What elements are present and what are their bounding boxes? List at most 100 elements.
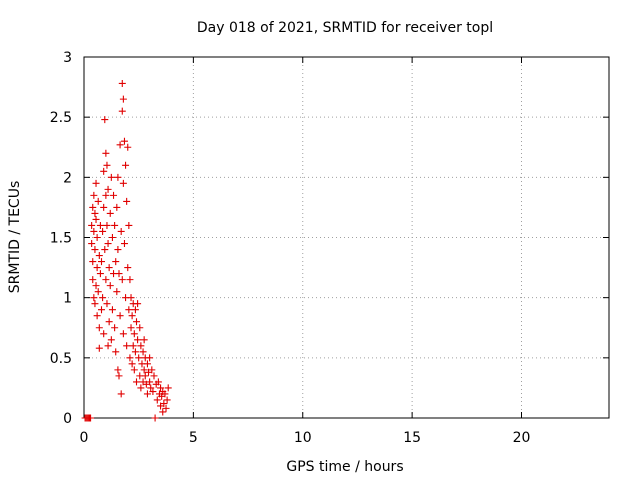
data-point <box>99 227 107 235</box>
data-point <box>140 336 148 344</box>
y-tick-label: 0.5 <box>50 351 72 367</box>
data-point <box>105 318 113 326</box>
data-point <box>143 390 151 398</box>
data-point <box>143 360 151 368</box>
data-point <box>163 396 171 404</box>
data-point <box>106 209 114 217</box>
data-point <box>107 173 115 181</box>
data-point <box>164 384 172 392</box>
data-point <box>118 79 126 87</box>
data-point <box>91 300 99 308</box>
data-point <box>89 203 97 211</box>
data-point <box>93 234 101 241</box>
data-points <box>81 79 172 422</box>
data-point <box>115 270 123 278</box>
data-point <box>111 324 119 332</box>
data-point <box>105 264 113 272</box>
data-point <box>131 348 139 356</box>
data-point <box>104 342 112 350</box>
data-point <box>106 282 114 290</box>
data-point <box>93 312 101 320</box>
data-point <box>126 276 134 284</box>
data-point <box>162 404 170 412</box>
y-tick-label: 1 <box>63 291 72 307</box>
data-point <box>140 366 148 374</box>
data-point <box>127 294 135 302</box>
data-point <box>119 179 127 187</box>
data-point <box>141 372 149 380</box>
data-point <box>103 161 111 169</box>
data-point <box>94 197 102 205</box>
data-point <box>127 324 135 332</box>
data-point <box>116 312 124 320</box>
data-point <box>118 276 126 284</box>
data-point <box>122 161 130 169</box>
data-point <box>108 234 116 241</box>
data-point <box>107 336 115 344</box>
data-point <box>151 414 159 422</box>
y-tick-label: 2 <box>63 170 72 186</box>
data-point <box>104 185 112 193</box>
data-point <box>94 288 102 296</box>
data-point <box>89 276 97 284</box>
data-point <box>153 396 161 404</box>
chart-title: Day 018 of 2021, SRMTID for receiver top… <box>197 20 493 36</box>
data-point <box>101 116 109 124</box>
data-point <box>108 306 116 314</box>
x-tick-label: 15 <box>403 430 421 446</box>
data-point <box>92 179 100 187</box>
data-point <box>114 366 122 374</box>
data-point <box>115 372 123 380</box>
data-point <box>128 360 136 368</box>
data-point <box>131 306 139 314</box>
x-tick-label: 0 <box>80 430 89 446</box>
data-point <box>146 354 154 362</box>
x-tick-label: 20 <box>513 430 531 446</box>
data-point <box>114 173 122 181</box>
data-point <box>123 342 131 350</box>
data-point <box>148 366 156 374</box>
data-point <box>91 209 99 217</box>
data-point <box>98 306 105 314</box>
plot-frame <box>83 56 610 419</box>
data-point <box>134 300 142 308</box>
data-point <box>95 324 103 332</box>
data-point <box>90 294 98 302</box>
data-point <box>100 167 108 175</box>
data-point <box>119 330 127 338</box>
data-point <box>130 330 138 338</box>
y-axis-label: SRMTID / TECUs <box>7 181 23 294</box>
x-axis-label: GPS time / hours <box>286 459 403 475</box>
data-point <box>89 258 97 266</box>
data-point <box>159 408 167 416</box>
data-point <box>111 221 119 229</box>
data-point <box>124 264 132 272</box>
data-point <box>88 221 96 229</box>
data-point <box>87 414 95 422</box>
data-point <box>112 348 120 356</box>
data-point <box>149 388 157 396</box>
data-point <box>154 378 162 386</box>
data-point <box>118 107 126 115</box>
data-point <box>112 258 120 266</box>
data-point <box>91 246 99 254</box>
y-tick-label: 0 <box>63 411 72 427</box>
data-point <box>102 191 110 199</box>
data-point <box>120 240 128 248</box>
x-tick-label: 5 <box>189 430 198 446</box>
data-point <box>96 221 104 229</box>
data-point <box>93 264 101 272</box>
data-point <box>125 221 133 229</box>
data-point <box>114 246 122 254</box>
data-point <box>150 372 158 380</box>
data-point <box>133 378 140 386</box>
data-point <box>110 191 118 199</box>
data-point <box>135 354 143 362</box>
y-tick-label: 1.5 <box>50 231 72 247</box>
data-point <box>161 390 169 398</box>
data-point <box>98 258 105 266</box>
data-point <box>117 227 125 235</box>
data-point <box>104 240 112 248</box>
data-point <box>137 342 145 350</box>
x-tick-label: 10 <box>294 430 312 446</box>
